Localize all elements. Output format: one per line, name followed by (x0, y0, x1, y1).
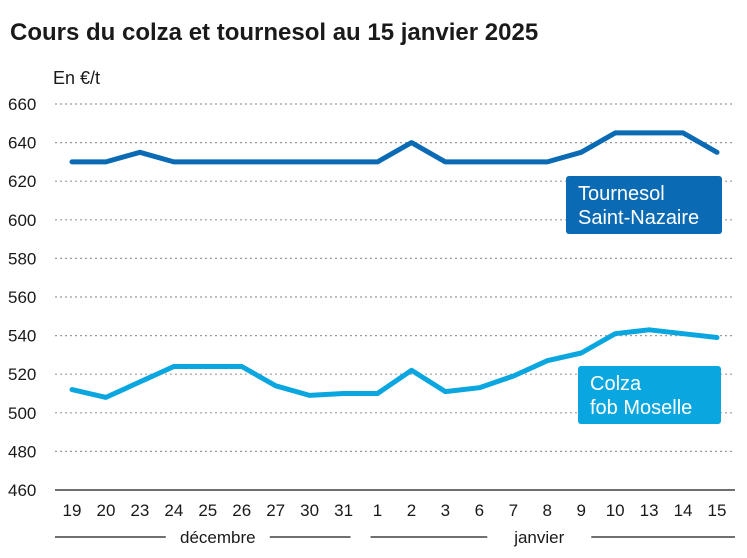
y-tick-label: 660 (8, 95, 36, 114)
x-tick-label: 26 (232, 501, 251, 520)
x-tick-labels: 19 20 23 24 25 26 27 30 31 1 2 3 6 7 8 9 10 13 14 15 (63, 501, 727, 520)
chart-title: Cours du colza et tournesol au 15 janvie… (10, 19, 538, 46)
series-line-1 (69, 327, 720, 400)
series-label-text: Tournesol (578, 183, 665, 205)
y-axis-label: En €/t (53, 68, 100, 88)
x-tick-label: 25 (198, 501, 217, 520)
x-tick-label: 31 (334, 501, 353, 520)
x-tick-label: 9 (576, 501, 585, 520)
x-tick-label: 8 (543, 501, 552, 520)
x-tick-label: 14 (674, 501, 693, 520)
y-tick-label: 560 (8, 288, 36, 307)
series-label-box (566, 176, 722, 234)
series-label-box (578, 366, 721, 424)
y-tick-label: 500 (8, 404, 36, 423)
x-tick-label: 30 (300, 501, 319, 520)
series-label-text: Saint-Nazaire (578, 207, 699, 229)
x-tick-label: 7 (509, 501, 518, 520)
x-tick-label: 24 (164, 501, 183, 520)
x-tick-label: 15 (708, 501, 727, 520)
group-label: décembre (180, 528, 256, 547)
x-tick-label: 19 (63, 501, 82, 520)
month-groups: décembre janvier (55, 528, 735, 547)
series-label-text: fob Moselle (590, 397, 692, 419)
x-tick-label: 20 (96, 501, 115, 520)
series-lines (69, 130, 720, 400)
y-tick-label: 580 (8, 249, 36, 268)
y-tick-labels: 460 480 500 520 540 560 580 600 620 640 660 (8, 95, 36, 500)
y-tick-label: 540 (8, 327, 36, 346)
group-label: janvier (513, 528, 564, 547)
x-tick-label: 3 (441, 501, 450, 520)
x-tick-label: 1 (373, 501, 382, 520)
x-tick-label: 2 (407, 501, 416, 520)
y-tick-label: 460 (8, 481, 36, 500)
y-tick-label: 640 (8, 134, 36, 153)
y-tick-label: 600 (8, 211, 36, 230)
series-line-0 (69, 130, 720, 165)
y-tick-label: 480 (8, 442, 36, 461)
series-label-text: Colza (590, 373, 642, 395)
y-tick-label: 520 (8, 365, 36, 384)
y-tick-label: 620 (8, 172, 36, 191)
x-tick-label: 6 (475, 501, 484, 520)
x-tick-label: 27 (266, 501, 285, 520)
x-tick-label: 10 (606, 501, 625, 520)
x-tick-label: 13 (640, 501, 659, 520)
x-tick-label: 23 (130, 501, 149, 520)
